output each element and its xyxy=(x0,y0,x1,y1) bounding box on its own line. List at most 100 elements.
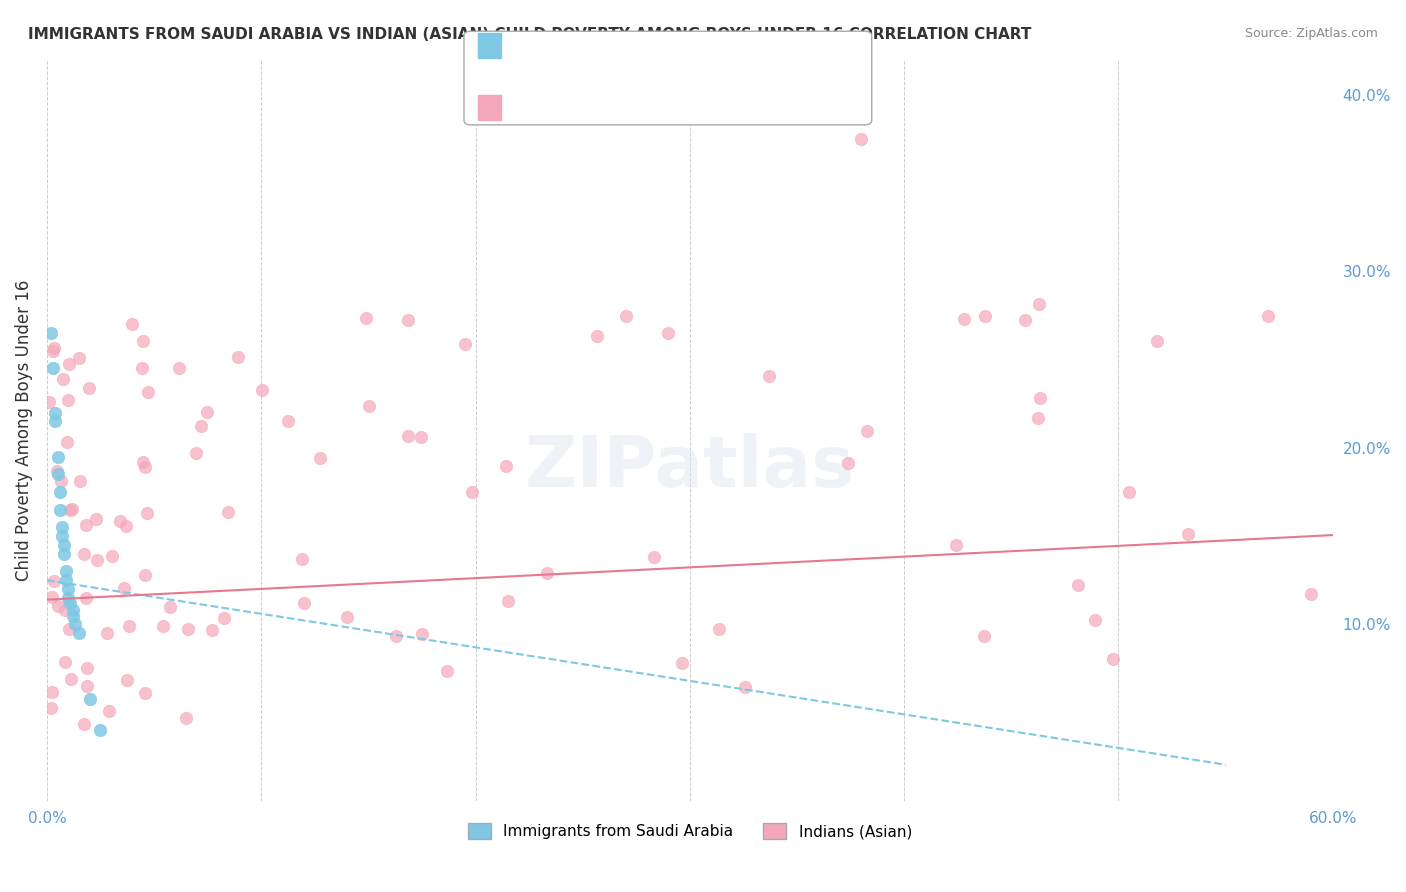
Point xyxy=(58,582,80,596)
Point xyxy=(84,512,107,526)
Point xyxy=(76,661,98,675)
Point xyxy=(86,552,108,566)
Point xyxy=(174,711,197,725)
Point xyxy=(136,384,159,399)
Point xyxy=(291,552,314,566)
Point xyxy=(1026,411,1049,425)
Point xyxy=(46,450,69,464)
Point xyxy=(48,485,70,500)
Point xyxy=(734,680,756,694)
Point xyxy=(56,435,79,450)
Point xyxy=(953,311,976,326)
Point xyxy=(46,467,69,482)
Point xyxy=(55,565,77,579)
Point xyxy=(77,381,100,395)
Point xyxy=(167,361,190,376)
Point xyxy=(496,594,519,608)
Point xyxy=(758,368,780,383)
Point xyxy=(44,406,66,420)
Point xyxy=(411,627,433,641)
Point xyxy=(73,547,96,561)
Point xyxy=(89,723,111,738)
Point xyxy=(436,664,458,678)
Text: N =: N = xyxy=(619,100,652,114)
Point xyxy=(201,624,224,638)
Point xyxy=(96,626,118,640)
Y-axis label: Child Poverty Among Boys Under 16: Child Poverty Among Boys Under 16 xyxy=(15,279,32,581)
Point xyxy=(277,414,299,428)
Text: 23: 23 xyxy=(661,37,682,52)
Point xyxy=(1067,578,1090,592)
Text: 106: 106 xyxy=(661,100,693,114)
Point xyxy=(184,446,207,460)
Point xyxy=(108,514,131,528)
Point xyxy=(67,626,90,640)
Point xyxy=(55,574,77,588)
Point xyxy=(134,459,156,474)
Point xyxy=(53,656,76,670)
Point xyxy=(671,656,693,670)
Point xyxy=(39,326,62,341)
Point xyxy=(495,458,517,473)
Point xyxy=(585,329,607,343)
Point xyxy=(1014,312,1036,326)
Point xyxy=(195,404,218,418)
Point xyxy=(190,419,212,434)
Point xyxy=(536,566,558,581)
Point xyxy=(41,591,63,605)
Point xyxy=(1146,334,1168,349)
Text: N =: N = xyxy=(619,37,652,52)
Point xyxy=(309,451,332,466)
Point xyxy=(177,622,200,636)
Point xyxy=(292,596,315,610)
Point xyxy=(855,424,877,438)
Point xyxy=(62,501,84,516)
Point xyxy=(59,672,82,686)
Point xyxy=(707,623,730,637)
Point xyxy=(63,617,86,632)
Point xyxy=(1177,526,1199,541)
Point xyxy=(945,538,967,552)
Point xyxy=(121,318,143,332)
Point xyxy=(114,519,136,533)
Point xyxy=(131,360,153,375)
Point xyxy=(614,309,637,323)
Point xyxy=(212,610,235,624)
Point xyxy=(75,518,97,533)
Point xyxy=(42,341,65,355)
Point xyxy=(59,503,82,517)
Point xyxy=(228,350,250,364)
Point xyxy=(39,700,62,714)
Point xyxy=(38,395,60,409)
Point xyxy=(974,309,997,323)
Point xyxy=(44,414,66,428)
Point xyxy=(62,608,84,623)
Point xyxy=(42,574,65,588)
Point xyxy=(48,502,70,516)
Point xyxy=(657,326,679,341)
Point xyxy=(411,430,433,444)
Point xyxy=(837,456,859,470)
Point xyxy=(1028,296,1050,310)
Point xyxy=(62,603,84,617)
Point xyxy=(58,623,80,637)
Point xyxy=(152,618,174,632)
Point xyxy=(58,591,80,605)
Point xyxy=(53,603,76,617)
Text: Source: ZipAtlas.com: Source: ZipAtlas.com xyxy=(1244,27,1378,40)
Point xyxy=(58,392,80,407)
Point xyxy=(851,132,873,146)
Point xyxy=(51,520,73,534)
Point xyxy=(117,619,139,633)
Point xyxy=(385,628,408,642)
Point xyxy=(53,538,76,552)
Point xyxy=(101,549,124,563)
Point xyxy=(134,567,156,582)
Point xyxy=(159,599,181,614)
Text: 0.122: 0.122 xyxy=(548,100,596,114)
Point xyxy=(1029,392,1052,406)
Point xyxy=(643,549,665,564)
Point xyxy=(98,704,121,718)
Point xyxy=(217,505,239,519)
Text: R =: R = xyxy=(506,100,544,114)
